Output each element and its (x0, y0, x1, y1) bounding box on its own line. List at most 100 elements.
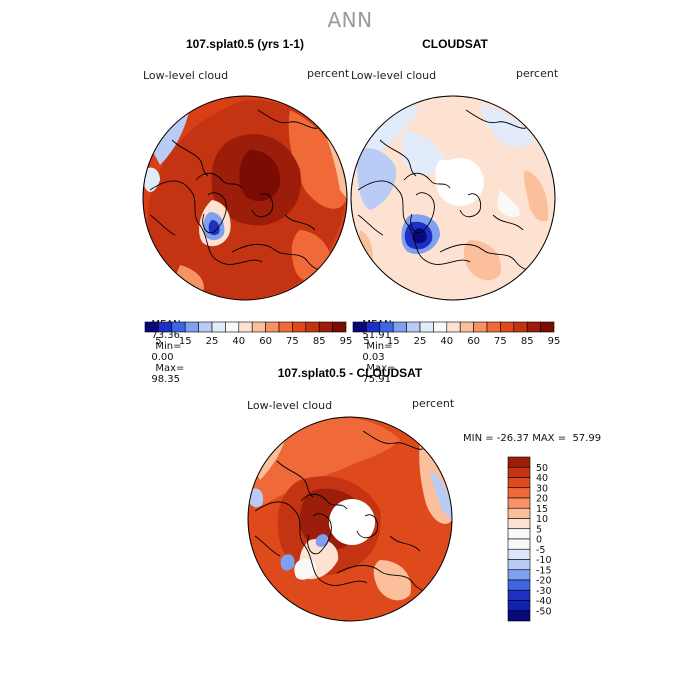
panel-3-field (248, 417, 452, 621)
panel-3-colorbar-swatch (507, 497, 531, 509)
panel-3-colorbar-swatch (507, 518, 531, 530)
panel-2-max-value: 75.91 (362, 374, 391, 385)
panel-2-colorbar-swatch (526, 321, 541, 333)
panel-3-colorbar-swatch (507, 456, 531, 468)
panel-1-max-label: Max= (155, 363, 185, 374)
panel-1-colorbar-swatch (318, 321, 333, 333)
panel-2-colorbar-swatch (392, 321, 407, 333)
panel-3-colorbar-swatch (507, 528, 531, 540)
panel-2-boundary (350, 95, 556, 301)
panel-1-colorbar-swatch (278, 321, 293, 333)
panel-2-min-value: 0.03 (362, 352, 385, 363)
panel-1-colorbar-tick-label: 25 (206, 336, 219, 347)
panel-1-colorbar-swatch (225, 321, 240, 333)
panel-2-colorbar-tick-label: 25 (414, 336, 427, 347)
panel-2-min-label: Min= (366, 341, 393, 352)
panel-3-colorbar-swatch (507, 610, 531, 622)
panel-2-colorbar-swatch (473, 321, 488, 333)
panel-2-colorbar-swatch (352, 321, 367, 333)
panel-2-max-label: Max= (366, 363, 396, 374)
panel-2-title: CLOUDSAT (422, 37, 488, 51)
panel-1-colorbar-swatch (332, 321, 347, 333)
panel-1-colorbar-swatch (144, 321, 159, 333)
panel-3-colorbar-tick-label: 50 (536, 463, 548, 474)
panel-3-colorbar-tick-label: -15 (536, 565, 552, 576)
panel-2-colorbar-swatch (459, 321, 474, 333)
panel-2-colorbar-swatch (366, 321, 381, 333)
panel-1-colorbar-tick-label: 60 (259, 336, 272, 347)
panel-1-colorbar-swatch (158, 321, 173, 333)
panel-3-colorbar-tick-label: 30 (536, 483, 548, 494)
panel-3-minmax-text: MIN = -26.37 MAX = 57.99 (463, 433, 602, 444)
panel-2-map (350, 95, 556, 301)
panel-2-colorbar-tick-label: 60 (467, 336, 480, 347)
panel-1-field (143, 96, 347, 300)
panel-1-boundary (142, 95, 348, 301)
panel-3-colorbar-tick-label: -10 (536, 555, 552, 566)
panel-1-map (142, 95, 348, 301)
main-title: ANN (327, 8, 373, 32)
panel-1-max-value: 98.35 (151, 374, 180, 385)
panel-2-mean-value: 51.91 (362, 330, 391, 341)
panel-2-colorbar-tick-label: 5 (363, 336, 369, 347)
panel-3-colorbar-swatch (507, 559, 531, 571)
panel-2-colorbar-swatch (540, 321, 555, 333)
panel-3-colorbar-swatch (507, 579, 531, 591)
panel-1-min-label: Min= (155, 341, 182, 352)
panel-3-title: 107.splat0.5 - CLOUDSAT (277, 366, 423, 380)
panel-2-colorbar-swatch (379, 321, 394, 333)
panel-3-colorbar-swatch (507, 569, 531, 581)
panel-3-colorbar-tick-label: -5 (536, 545, 545, 556)
panel-3-colorbar-swatch (507, 466, 531, 478)
panel-2-colorbar-swatch (513, 321, 528, 333)
panel-2-colorbar-tick-label: 15 (387, 336, 400, 347)
panel-1-colorbar-swatch (292, 321, 307, 333)
panel-3-colorbar-tick-label: -20 (536, 576, 552, 587)
panel-1-colorbar-swatch (265, 321, 280, 333)
panel-3-colorbar-tick-label: 40 (536, 473, 548, 484)
panel-1-colorbar-tick-label: 40 (232, 336, 245, 347)
panel-1-colorbar-tick-label: 5 (155, 336, 161, 347)
panel-3-colorbar-tick-label: 10 (536, 514, 548, 525)
panel-2-colorbar-tick-label: 85 (521, 336, 534, 347)
panel-1-mean-value: 73.36 (151, 330, 180, 341)
panel-1-units-label: percent (307, 67, 350, 80)
panel-1-colorbar-swatch (171, 321, 186, 333)
panel-3-colorbar-swatch (507, 487, 531, 499)
panel-1-variable-label: Low-level cloud (143, 69, 229, 82)
panel-3-boundary (247, 416, 453, 622)
panel-3-colorbar-swatch (507, 548, 531, 560)
panel-1-title: 107.splat0.5 (yrs 1-1) (185, 37, 305, 51)
panel-3-colorbar-swatch (507, 477, 531, 489)
panel-1-colorbar-swatch (305, 321, 320, 333)
panel-3-map (247, 416, 453, 622)
panel-2-field (351, 96, 555, 300)
panel-2-colorbar-tick-label: 95 (548, 336, 561, 347)
panel-1-colorbar-tick-label: 75 (286, 336, 299, 347)
panel-3-colorbar-tick-label: -40 (536, 596, 552, 607)
panel-1-colorbar-tick-label: 95 (340, 336, 353, 347)
panel-2-colorbar-tick-label: 75 (494, 336, 507, 347)
panel-3-colorbar-tick-label: -30 (536, 586, 552, 597)
panel-2-variable-label: Low-level cloud (351, 69, 437, 82)
panel-3-colorbar-tick-label: -50 (536, 606, 552, 617)
panel-1-colorbar-swatch (184, 321, 199, 333)
panel-3-colorbar-swatch (507, 589, 531, 601)
panel-2-colorbar-swatch (406, 321, 421, 333)
panel-3-colorbar-swatch (507, 507, 531, 519)
panel-2-colorbar-swatch (500, 321, 515, 333)
panel-1-colorbar-swatch (238, 321, 253, 333)
panel-2-colorbar-tick-label: 40 (440, 336, 453, 347)
panel-3-colorbar-tick-label: 20 (536, 494, 548, 505)
panel-1-min-value: 0.00 (151, 352, 174, 363)
panel-3-units-label: percent (412, 397, 455, 410)
panel-2-colorbar-swatch (486, 321, 501, 333)
panel-1-colorbar-tick-label: 85 (313, 336, 326, 347)
panel-1-colorbar-tick-label: 15 (179, 336, 192, 347)
panel-2-colorbar: 5 15 25 40 60 75 85 95 (352, 321, 561, 347)
panel-1-colorbar-swatch (211, 321, 226, 333)
panel-3-variable-label: Low-level cloud (247, 399, 333, 412)
panel-2-colorbar-swatch (419, 321, 434, 333)
